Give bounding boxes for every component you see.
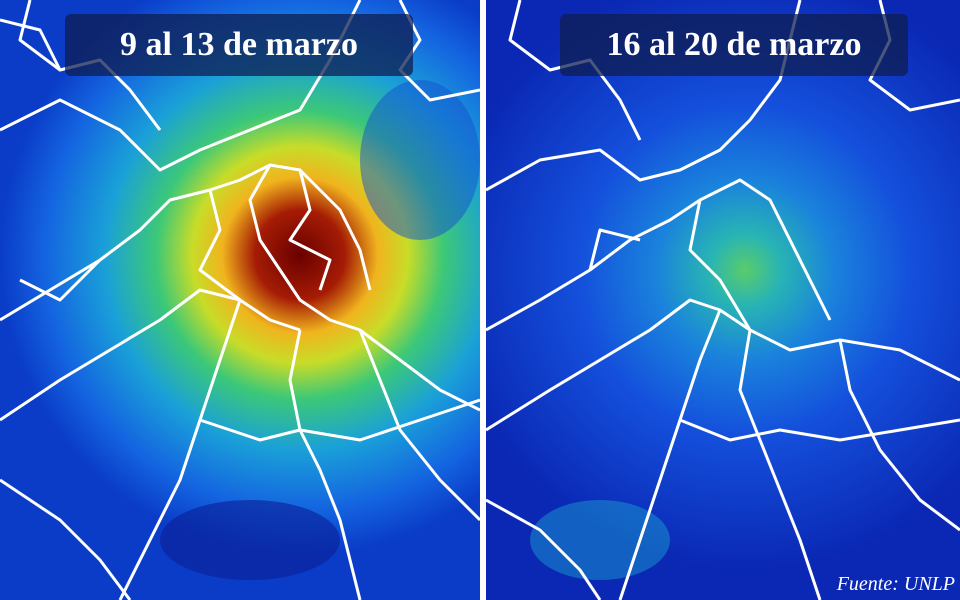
left-map [0,0,480,600]
title-box [560,14,908,76]
source: Fuente: UNLP [836,573,955,595]
panel-title: 16 al 20 de marzo [607,26,862,63]
title-box [65,14,413,76]
panel-title: 9 al 13 de marzo [120,26,358,63]
right-map [486,0,960,600]
